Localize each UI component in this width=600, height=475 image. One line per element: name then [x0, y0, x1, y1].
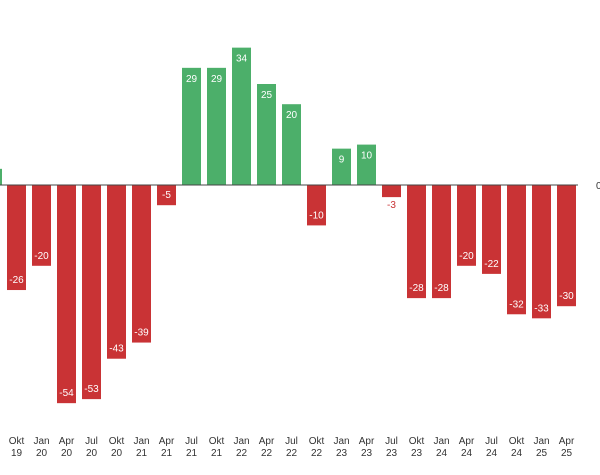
data-label: -43 — [109, 344, 124, 355]
data-label: 25 — [261, 90, 273, 101]
bar — [232, 47, 251, 185]
x-tick-label: Okt — [109, 436, 125, 447]
x-tick-label: 21 — [186, 448, 198, 459]
bar — [307, 185, 326, 226]
bar — [132, 185, 151, 343]
x-tick-label: Jan — [33, 436, 49, 447]
bar — [457, 185, 476, 266]
x-tick-label: Jan — [133, 436, 149, 447]
bar — [7, 185, 26, 291]
x-tick-label: 20 — [61, 448, 73, 459]
x-tick-label: 19 — [11, 448, 23, 459]
x-tick-label: 20 — [111, 448, 123, 459]
x-tick-label: Jul — [285, 436, 298, 447]
x-tick-label: 24 — [436, 448, 448, 459]
data-label: 20 — [286, 110, 298, 121]
data-label: -39 — [134, 328, 149, 339]
x-tick-label: 25 — [561, 448, 573, 459]
bar — [257, 84, 276, 185]
x-tick-label: 21 — [211, 448, 223, 459]
data-label: -22 — [484, 259, 499, 270]
bar — [532, 185, 551, 319]
bar — [407, 185, 426, 299]
y-tick-label: 0 — [596, 181, 600, 192]
x-tick-label: 20 — [86, 448, 98, 459]
x-tick-label: 24 — [511, 448, 523, 459]
data-label: -30 — [559, 291, 574, 302]
data-label: -28 — [409, 283, 424, 294]
data-label: 29 — [211, 74, 223, 85]
x-tick-label: 22 — [261, 448, 273, 459]
x-tick-label: 22 — [311, 448, 323, 459]
data-label: 29 — [186, 74, 198, 85]
bar — [107, 185, 126, 359]
x-tick-label: Apr — [559, 436, 575, 447]
x-tick-label: Okt — [9, 436, 25, 447]
bar — [382, 185, 401, 198]
bar — [157, 185, 176, 206]
x-tick-label: Apr — [359, 436, 375, 447]
x-tick-label: 24 — [461, 448, 473, 459]
bar — [207, 67, 226, 185]
x-tick-label: Apr — [259, 436, 275, 447]
data-label: -28 — [434, 283, 449, 294]
data-label: -33 — [534, 303, 549, 314]
x-tick-label: Jan — [233, 436, 249, 447]
x-tick-label: Jan — [533, 436, 549, 447]
bar — [432, 185, 451, 299]
bar — [357, 144, 376, 185]
data-label: -53 — [84, 384, 99, 395]
x-tick-label: Okt — [309, 436, 325, 447]
x-tick-label: Jan — [333, 436, 349, 447]
data-label: -54 — [59, 388, 74, 399]
x-tick-label: Jul — [385, 436, 398, 447]
data-label: -5 — [162, 190, 171, 201]
x-tick-label: 23 — [336, 448, 348, 459]
data-label: 10 — [361, 151, 373, 162]
bar — [482, 185, 501, 274]
x-tick-label: Okt — [509, 436, 525, 447]
x-tick-label: 20 — [36, 448, 48, 459]
data-label: -10 — [309, 210, 324, 221]
data-label: -26 — [9, 275, 24, 286]
x-tick-label: 24 — [486, 448, 498, 459]
x-tick-label: Okt — [409, 436, 425, 447]
data-label: -20 — [34, 251, 49, 262]
x-tick-label: Jul — [485, 436, 498, 447]
data-label: -3 — [387, 200, 396, 211]
bar — [182, 67, 201, 185]
bar — [32, 185, 51, 266]
bar — [507, 185, 526, 315]
x-tick-label: 22 — [236, 448, 248, 459]
x-tick-label: Jul — [85, 436, 98, 447]
bar-partial — [0, 168, 2, 185]
data-label: -32 — [509, 299, 524, 310]
x-tick-label: 23 — [386, 448, 398, 459]
x-tick-label: Jul — [185, 436, 198, 447]
x-tick-label: 21 — [161, 448, 173, 459]
x-tick-label: 25 — [536, 448, 548, 459]
x-tick-label: Apr — [459, 436, 475, 447]
bar — [57, 185, 76, 404]
x-tick-label: 23 — [361, 448, 373, 459]
x-tick-label: Okt — [209, 436, 225, 447]
bar — [557, 185, 576, 307]
data-label: -20 — [459, 251, 474, 262]
bar — [82, 185, 101, 400]
x-tick-label: Apr — [159, 436, 175, 447]
data-label: 34 — [236, 54, 248, 65]
x-tick-label: 21 — [136, 448, 148, 459]
bar — [332, 148, 351, 185]
x-tick-label: 22 — [286, 448, 298, 459]
x-tick-label: Jan — [433, 436, 449, 447]
x-tick-label: Apr — [59, 436, 75, 447]
x-tick-label: 23 — [411, 448, 423, 459]
bar — [282, 104, 301, 185]
data-label: 9 — [339, 155, 345, 166]
